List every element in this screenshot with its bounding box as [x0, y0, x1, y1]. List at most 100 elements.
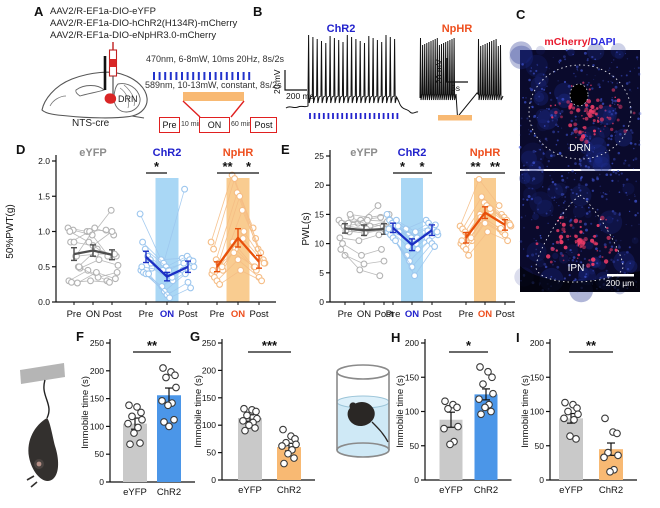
scatter-point [601, 414, 609, 423]
subject-point [210, 245, 218, 253]
subject-point [258, 277, 266, 285]
scatter-point [137, 408, 145, 417]
subject-point [184, 278, 192, 286]
subject-point [139, 238, 147, 246]
subject-point [506, 221, 514, 229]
svg-text:0: 0 [414, 475, 419, 485]
scatter-point [574, 410, 582, 419]
bar-ChR2 [157, 395, 181, 482]
svg-text:Post: Post [249, 309, 268, 320]
scatter-point [124, 419, 132, 428]
aqueduct-outline [569, 83, 589, 107]
svg-text:Post: Post [495, 309, 514, 320]
subject-point [75, 263, 83, 271]
svg-text:***: *** [262, 338, 278, 353]
subject-point [378, 245, 385, 253]
svg-text:*: * [419, 159, 425, 174]
drn-injection-spot [104, 93, 117, 104]
subject-point [239, 235, 247, 242]
svg-text:250: 250 [202, 338, 216, 348]
virus-construct-list: AAV2/R-EF1a-DIO-eYFP AAV2/R-EF1a-DIO-hCh… [50, 6, 237, 42]
subject-point [190, 263, 198, 271]
subject-point [113, 268, 121, 276]
subject-point [66, 228, 74, 235]
scalebar-200um [607, 274, 634, 277]
scatter-point [170, 415, 178, 424]
micrograph-title: mCherry/DAPI [520, 36, 640, 48]
svg-text:ChR2: ChR2 [474, 485, 498, 496]
svg-text:*: * [246, 159, 252, 174]
protocol-blue-text: 470nm, 6-8mW, 10ms 20Hz, 8s/2s [146, 54, 285, 64]
mean-line-ChR2 [145, 256, 189, 278]
svg-text:Pre: Pre [338, 309, 353, 320]
subject-point [114, 261, 122, 269]
svg-text:Pre: Pre [386, 309, 401, 320]
subject-point [394, 222, 402, 230]
virus-line: AAV2/R-EF1a-DIO-hChR2(H134R)-mCherry [50, 18, 238, 29]
svg-text:Post: Post [422, 309, 441, 320]
subject-point [380, 257, 388, 265]
subject-point [87, 277, 94, 285]
subject-point [236, 192, 244, 200]
svg-text:150: 150 [405, 372, 419, 382]
scatter-point [564, 407, 572, 416]
svg-text:100: 100 [202, 420, 216, 430]
panel-C-label: C [516, 7, 526, 22]
svg-text:ChR2: ChR2 [398, 147, 427, 159]
scatter-point [171, 371, 179, 380]
svg-text:5: 5 [319, 268, 324, 278]
scatter-point [279, 425, 287, 434]
scatter-point [292, 440, 300, 449]
scalebar-5s-label: 5s [451, 83, 460, 93]
mcherry-title: mCherry [544, 36, 588, 48]
subject-point [481, 219, 489, 227]
svg-text:*: * [154, 159, 160, 174]
forced-swim-mouse-icon [336, 364, 390, 458]
scatter-point [243, 411, 251, 420]
subject-point [260, 259, 268, 267]
scatter-point [290, 454, 298, 462]
svg-text:200: 200 [530, 338, 544, 348]
panel-E-label: E [281, 142, 290, 157]
svg-text:50%PWT(g): 50%PWT(g) [5, 204, 16, 258]
subject-point [376, 272, 384, 280]
svg-text:20: 20 [315, 180, 325, 190]
timeline-on-box: ON [199, 117, 230, 133]
svg-text:Immobile time (s): Immobile time (s) [395, 375, 406, 448]
subject-point [106, 278, 113, 286]
ipn-outline [535, 194, 624, 283]
subject-point [356, 266, 364, 274]
scatter-point [278, 442, 286, 450]
subject-point [111, 275, 119, 283]
scatter-point [241, 426, 249, 435]
svg-text:ON: ON [478, 309, 492, 320]
svg-text:0: 0 [211, 475, 216, 485]
mean-line-NpHR [465, 211, 506, 239]
subject-point [411, 228, 419, 236]
bar-eYFP [439, 419, 463, 480]
svg-text:ChR2: ChR2 [153, 147, 182, 159]
subject-point [383, 210, 391, 218]
scatter-point [489, 389, 497, 398]
virus-line: AAV2/R-EF1a-DIO-eNpHR3.0-mCherry [50, 30, 217, 41]
subject-point [107, 206, 115, 214]
svg-text:eYFP: eYFP [559, 485, 583, 496]
subject-point [404, 243, 412, 250]
svg-text:*: * [466, 338, 472, 353]
orange-light-bar [438, 115, 472, 121]
chr2-trace [285, 34, 419, 114]
subject-point [484, 228, 492, 236]
svg-text:250: 250 [90, 338, 104, 348]
title-separator: / [587, 36, 591, 48]
svg-text:**: ** [147, 338, 158, 353]
tail-suspension-mouse-icon [20, 363, 65, 488]
subject-point [341, 251, 349, 259]
panel-H-label: H [391, 330, 401, 345]
subject-point [91, 224, 99, 232]
svg-text:50: 50 [95, 449, 105, 459]
scatter-point [136, 439, 144, 447]
scatter-point [160, 418, 168, 426]
scatter-point [453, 403, 461, 412]
svg-text:Pre: Pre [459, 309, 474, 320]
